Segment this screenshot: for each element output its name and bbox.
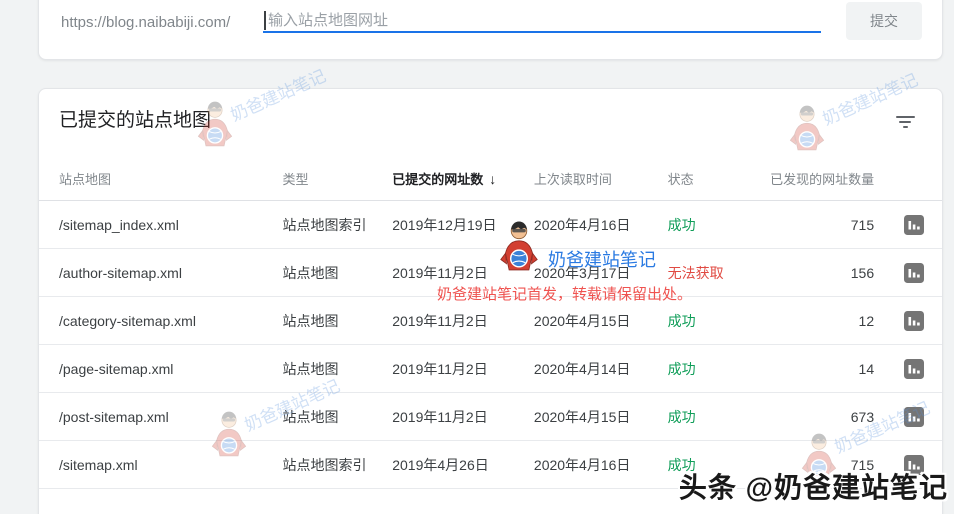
see-index-chart-icon[interactable]	[904, 406, 925, 427]
table-row: /sitemap_index.xml 站点地图索引 2019年12月19日 20…	[39, 201, 942, 249]
sitemap-type: 站点地图	[282, 408, 339, 425]
discovered-count: 12	[858, 312, 875, 329]
status-text: 成功	[667, 312, 696, 329]
discovered-count: 715	[850, 456, 875, 473]
status-text: 成功	[667, 456, 696, 473]
last-read-date: 2020年4月15日	[533, 312, 631, 329]
sitemap-path[interactable]: /page-sitemap.xml	[59, 360, 174, 377]
card-title: 已提交的站点地图	[59, 110, 212, 131]
submitted-date: 2019年11月2日	[392, 312, 488, 329]
discovered-count: 673	[850, 408, 875, 425]
see-index-chart-icon[interactable]	[904, 310, 925, 331]
sort-descending-icon: ↓	[489, 171, 497, 187]
sitemap-type: 站点地图	[282, 312, 339, 329]
status-text: 成功	[667, 408, 696, 425]
last-read-date: 2020年3月17日	[533, 264, 631, 281]
status-text: 成功	[667, 216, 696, 233]
last-read-date: 2020年4月15日	[533, 408, 631, 425]
table-row: /page-sitemap.xml 站点地图 2019年11月2日 2020年4…	[39, 345, 942, 393]
header-last-read: 上次读取时间	[533, 172, 612, 187]
sitemap-type: 站点地图索引	[282, 456, 367, 473]
submitted-sitemaps-card: 已提交的站点地图 站点地图 类型 已提交的网址数 ↓ 上次读取时间 状态 已发现的…	[38, 88, 943, 514]
submit-button[interactable]: 提交	[846, 2, 922, 40]
table-row: /category-sitemap.xml 站点地图 2019年11月2日 20…	[39, 297, 942, 345]
discovered-count: 715	[850, 216, 875, 233]
discovered-count: 14	[858, 360, 875, 377]
status-text: 成功	[667, 360, 696, 377]
sitemap-type: 站点地图索引	[282, 216, 367, 233]
last-read-date: 2020年4月16日	[533, 216, 631, 233]
header-discovered-count: 已发现的网址数量	[770, 172, 875, 187]
sitemap-type: 站点地图	[282, 360, 339, 377]
table-row: /sitemap.xml 站点地图索引 2019年4月26日 2020年4月16…	[39, 441, 942, 489]
sitemap-path[interactable]: /sitemap_index.xml	[59, 216, 179, 233]
see-index-chart-icon[interactable]	[904, 358, 925, 379]
submitted-date: 2019年11月2日	[392, 408, 488, 425]
status-text: 无法获取	[667, 264, 724, 281]
last-read-date: 2020年4月14日	[533, 360, 631, 377]
see-index-chart-icon[interactable]	[904, 262, 925, 283]
table-body: /sitemap_index.xml 站点地图索引 2019年12月19日 20…	[39, 201, 942, 489]
see-index-chart-icon[interactable]	[904, 454, 925, 475]
sitemap-path[interactable]: /sitemap.xml	[59, 456, 138, 473]
sitemap-url-input-wrap	[263, 9, 821, 33]
header-type: 类型	[282, 172, 309, 187]
discovered-count: 156	[850, 264, 875, 281]
see-index-chart-icon[interactable]	[904, 214, 925, 235]
header-status: 状态	[667, 172, 694, 187]
header-sitemap: 站点地图	[59, 172, 112, 187]
submitted-date: 2019年11月2日	[392, 360, 488, 377]
table-row: /post-sitemap.xml 站点地图 2019年11月2日 2020年4…	[39, 393, 942, 441]
submitted-date: 2019年4月26日	[392, 456, 489, 473]
submitted-date: 2019年11月2日	[392, 264, 488, 281]
submitted-date: 2019年12月19日	[392, 216, 497, 233]
filter-icon[interactable]	[891, 109, 919, 135]
sitemap-type: 站点地图	[282, 264, 339, 281]
sitemap-path[interactable]: /post-sitemap.xml	[59, 408, 169, 425]
table-header-row: 站点地图 类型 已提交的网址数 ↓ 上次读取时间 状态 已发现的网址数量	[39, 157, 942, 201]
last-read-date: 2020年4月16日	[533, 456, 631, 473]
table-row: /author-sitemap.xml 站点地图 2019年11月2日 2020…	[39, 249, 942, 297]
site-url-prefix: https://blog.naibabiji.com/	[61, 14, 231, 31]
sitemap-path[interactable]: /category-sitemap.xml	[59, 312, 196, 329]
sitemap-submit-bar: https://blog.naibabiji.com/ 提交	[38, 0, 943, 60]
text-caret	[264, 11, 266, 30]
sitemap-url-input[interactable]	[268, 9, 813, 31]
header-submitted-count[interactable]: 已提交的网址数 ↓	[392, 171, 497, 187]
sitemap-path[interactable]: /author-sitemap.xml	[59, 264, 182, 281]
